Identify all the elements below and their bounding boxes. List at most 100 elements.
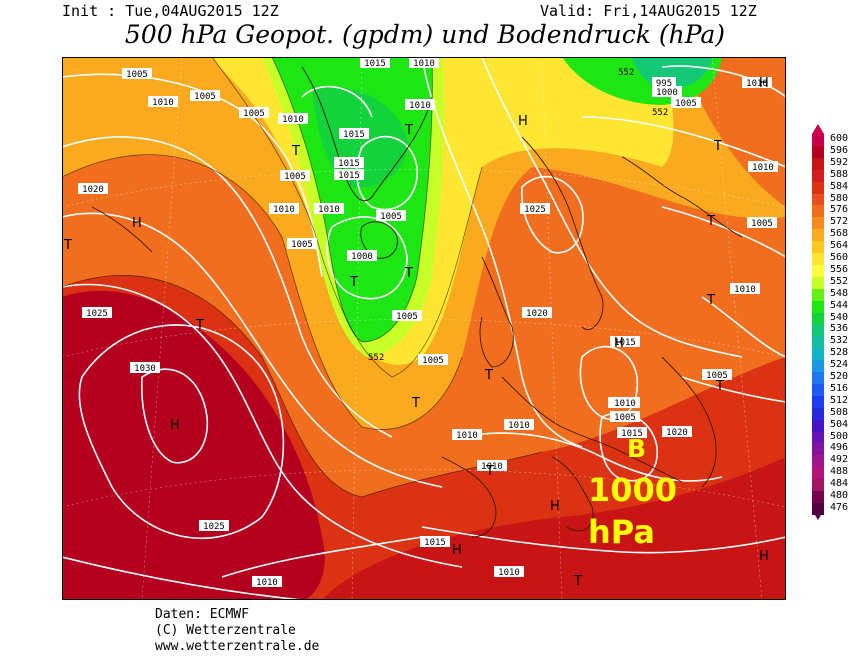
svg-text:1010: 1010: [456, 431, 478, 441]
isobar-label: 1010: [742, 77, 772, 89]
colorbar-swatch: [812, 419, 824, 432]
colorbar-swatch: [812, 324, 824, 337]
svg-text:1025: 1025: [203, 522, 225, 532]
low-pressure-symbol: T: [573, 574, 582, 589]
colorbar-swatch: [812, 383, 824, 396]
low-pressure-symbol: T: [484, 368, 493, 383]
svg-text:1010: 1010: [481, 462, 503, 472]
isobar-label: 1000: [652, 86, 682, 98]
website: www.wetterzentrale.de: [155, 639, 320, 654]
colorbar-label: 560: [830, 252, 849, 263]
svg-text:1020: 1020: [82, 185, 104, 195]
isobar-label: 1005: [671, 97, 701, 109]
svg-text:1010: 1010: [318, 205, 340, 215]
colorbar-label: 492: [830, 454, 849, 466]
colorbar-swatch: [812, 181, 824, 194]
pressure-symbols: H H H H H H H H T T T T T T T T T T T T …: [63, 76, 769, 589]
svg-text:1005: 1005: [396, 312, 418, 322]
high-pressure-symbol: H: [614, 336, 624, 351]
colorbar-label: 568: [830, 228, 849, 240]
high-pressure-symbol: H: [518, 114, 528, 129]
colorbar-label: 528: [830, 347, 849, 359]
isobar-label: 1025: [199, 520, 229, 532]
colorbar-label: 512: [830, 394, 849, 406]
isobar-label: 1010: [748, 161, 778, 173]
isobar-label: 1015: [610, 336, 640, 348]
isobar-label: 1005: [702, 369, 732, 381]
colorbar-swatch: [812, 300, 824, 313]
colorbar-swatch: [812, 276, 824, 289]
svg-text:1005: 1005: [126, 70, 148, 80]
svg-text:1015: 1015: [343, 130, 365, 140]
colorbar-swatch: [812, 169, 824, 182]
colorbar-label: 480: [830, 490, 849, 501]
colorbar-swatch: [812, 336, 824, 349]
svg-text:1005: 1005: [614, 413, 636, 423]
high-pressure-symbol: H: [452, 543, 462, 558]
low-pressure-symbol: T: [713, 139, 722, 154]
contour-label: 552: [368, 353, 384, 363]
isobar-label: 1005: [280, 170, 310, 182]
colorbar-swatch: [812, 205, 824, 218]
high-pressure-symbol: H: [170, 418, 180, 433]
colorbar-swatch: [812, 193, 824, 206]
low-pressure-symbol: T: [404, 266, 413, 281]
colorbar-label: 540: [830, 311, 849, 323]
isobar-label: 1015: [334, 157, 364, 169]
svg-text:1010: 1010: [282, 115, 304, 125]
low-pressure-symbol: T: [706, 293, 715, 308]
colorbar-swatch: [812, 491, 824, 503]
svg-text:1010: 1010: [498, 568, 520, 578]
colorbar-label: 536: [830, 323, 849, 335]
isobar-label: 1030: [130, 362, 160, 374]
map-frame: [62, 57, 786, 600]
colorbar-label: 548: [830, 287, 849, 299]
colorbar-label: 576: [830, 204, 849, 216]
svg-text:1010: 1010: [256, 578, 278, 588]
colorbar-swatch: [812, 145, 824, 158]
colorbar-top-arrow: [812, 124, 824, 134]
data-source: Daten: ECMWF: [155, 607, 249, 622]
map-title: 500 hPa Geopot. (gpdm) und Bodendruck (h…: [124, 20, 726, 49]
colorbar-swatch: [812, 479, 824, 492]
isobar-label: 1025: [520, 203, 550, 215]
colorbar-label: 556: [830, 263, 849, 275]
isobar-label: 1010: [610, 397, 640, 409]
high-pressure-symbol: H: [759, 549, 769, 564]
colorbar-swatch: [812, 443, 824, 456]
svg-text:1005: 1005: [422, 356, 444, 366]
colorbar-label: 476: [830, 501, 849, 513]
svg-text:1010: 1010: [413, 59, 435, 69]
geopotential-field-south: [322, 457, 786, 600]
colorbar-label: 520: [830, 371, 849, 382]
low-pressure-symbol: T: [715, 379, 724, 394]
colorbar-swatch: [812, 467, 824, 480]
isobar-label: 1010: [452, 429, 482, 441]
isobar-label: 1005: [392, 310, 422, 322]
svg-text:1015: 1015: [621, 429, 643, 439]
svg-text:1025: 1025: [86, 309, 108, 319]
isobar-label: 1020: [522, 307, 552, 319]
isobar-label: 1010: [504, 419, 534, 431]
geopotential-contours: [62, 57, 543, 498]
isobars: [62, 57, 786, 600]
isobar-label: 1020: [78, 183, 108, 195]
isobar-label: 1010: [405, 99, 435, 111]
svg-text:1010: 1010: [152, 98, 174, 108]
colorbar-label: 524: [830, 359, 849, 371]
init-label: Init : Tue,04AUG2015 12Z: [62, 2, 279, 20]
svg-text:1005: 1005: [675, 99, 697, 109]
svg-text:1025: 1025: [524, 205, 546, 215]
isobar-label: 1000: [347, 250, 377, 262]
colorbar-label: 488: [830, 466, 849, 478]
contour-label: 552: [618, 68, 634, 78]
colorbar-swatch: [812, 431, 824, 444]
colorbar-label: 564: [830, 240, 849, 252]
svg-text:1005: 1005: [380, 212, 402, 222]
svg-text:1020: 1020: [526, 309, 548, 319]
isobar-label: 1015: [420, 536, 450, 548]
high-pressure-symbol: H: [132, 216, 142, 231]
svg-text:1030: 1030: [134, 364, 156, 374]
svg-text:1005: 1005: [291, 240, 313, 250]
colorbar-swatch: [812, 455, 824, 468]
